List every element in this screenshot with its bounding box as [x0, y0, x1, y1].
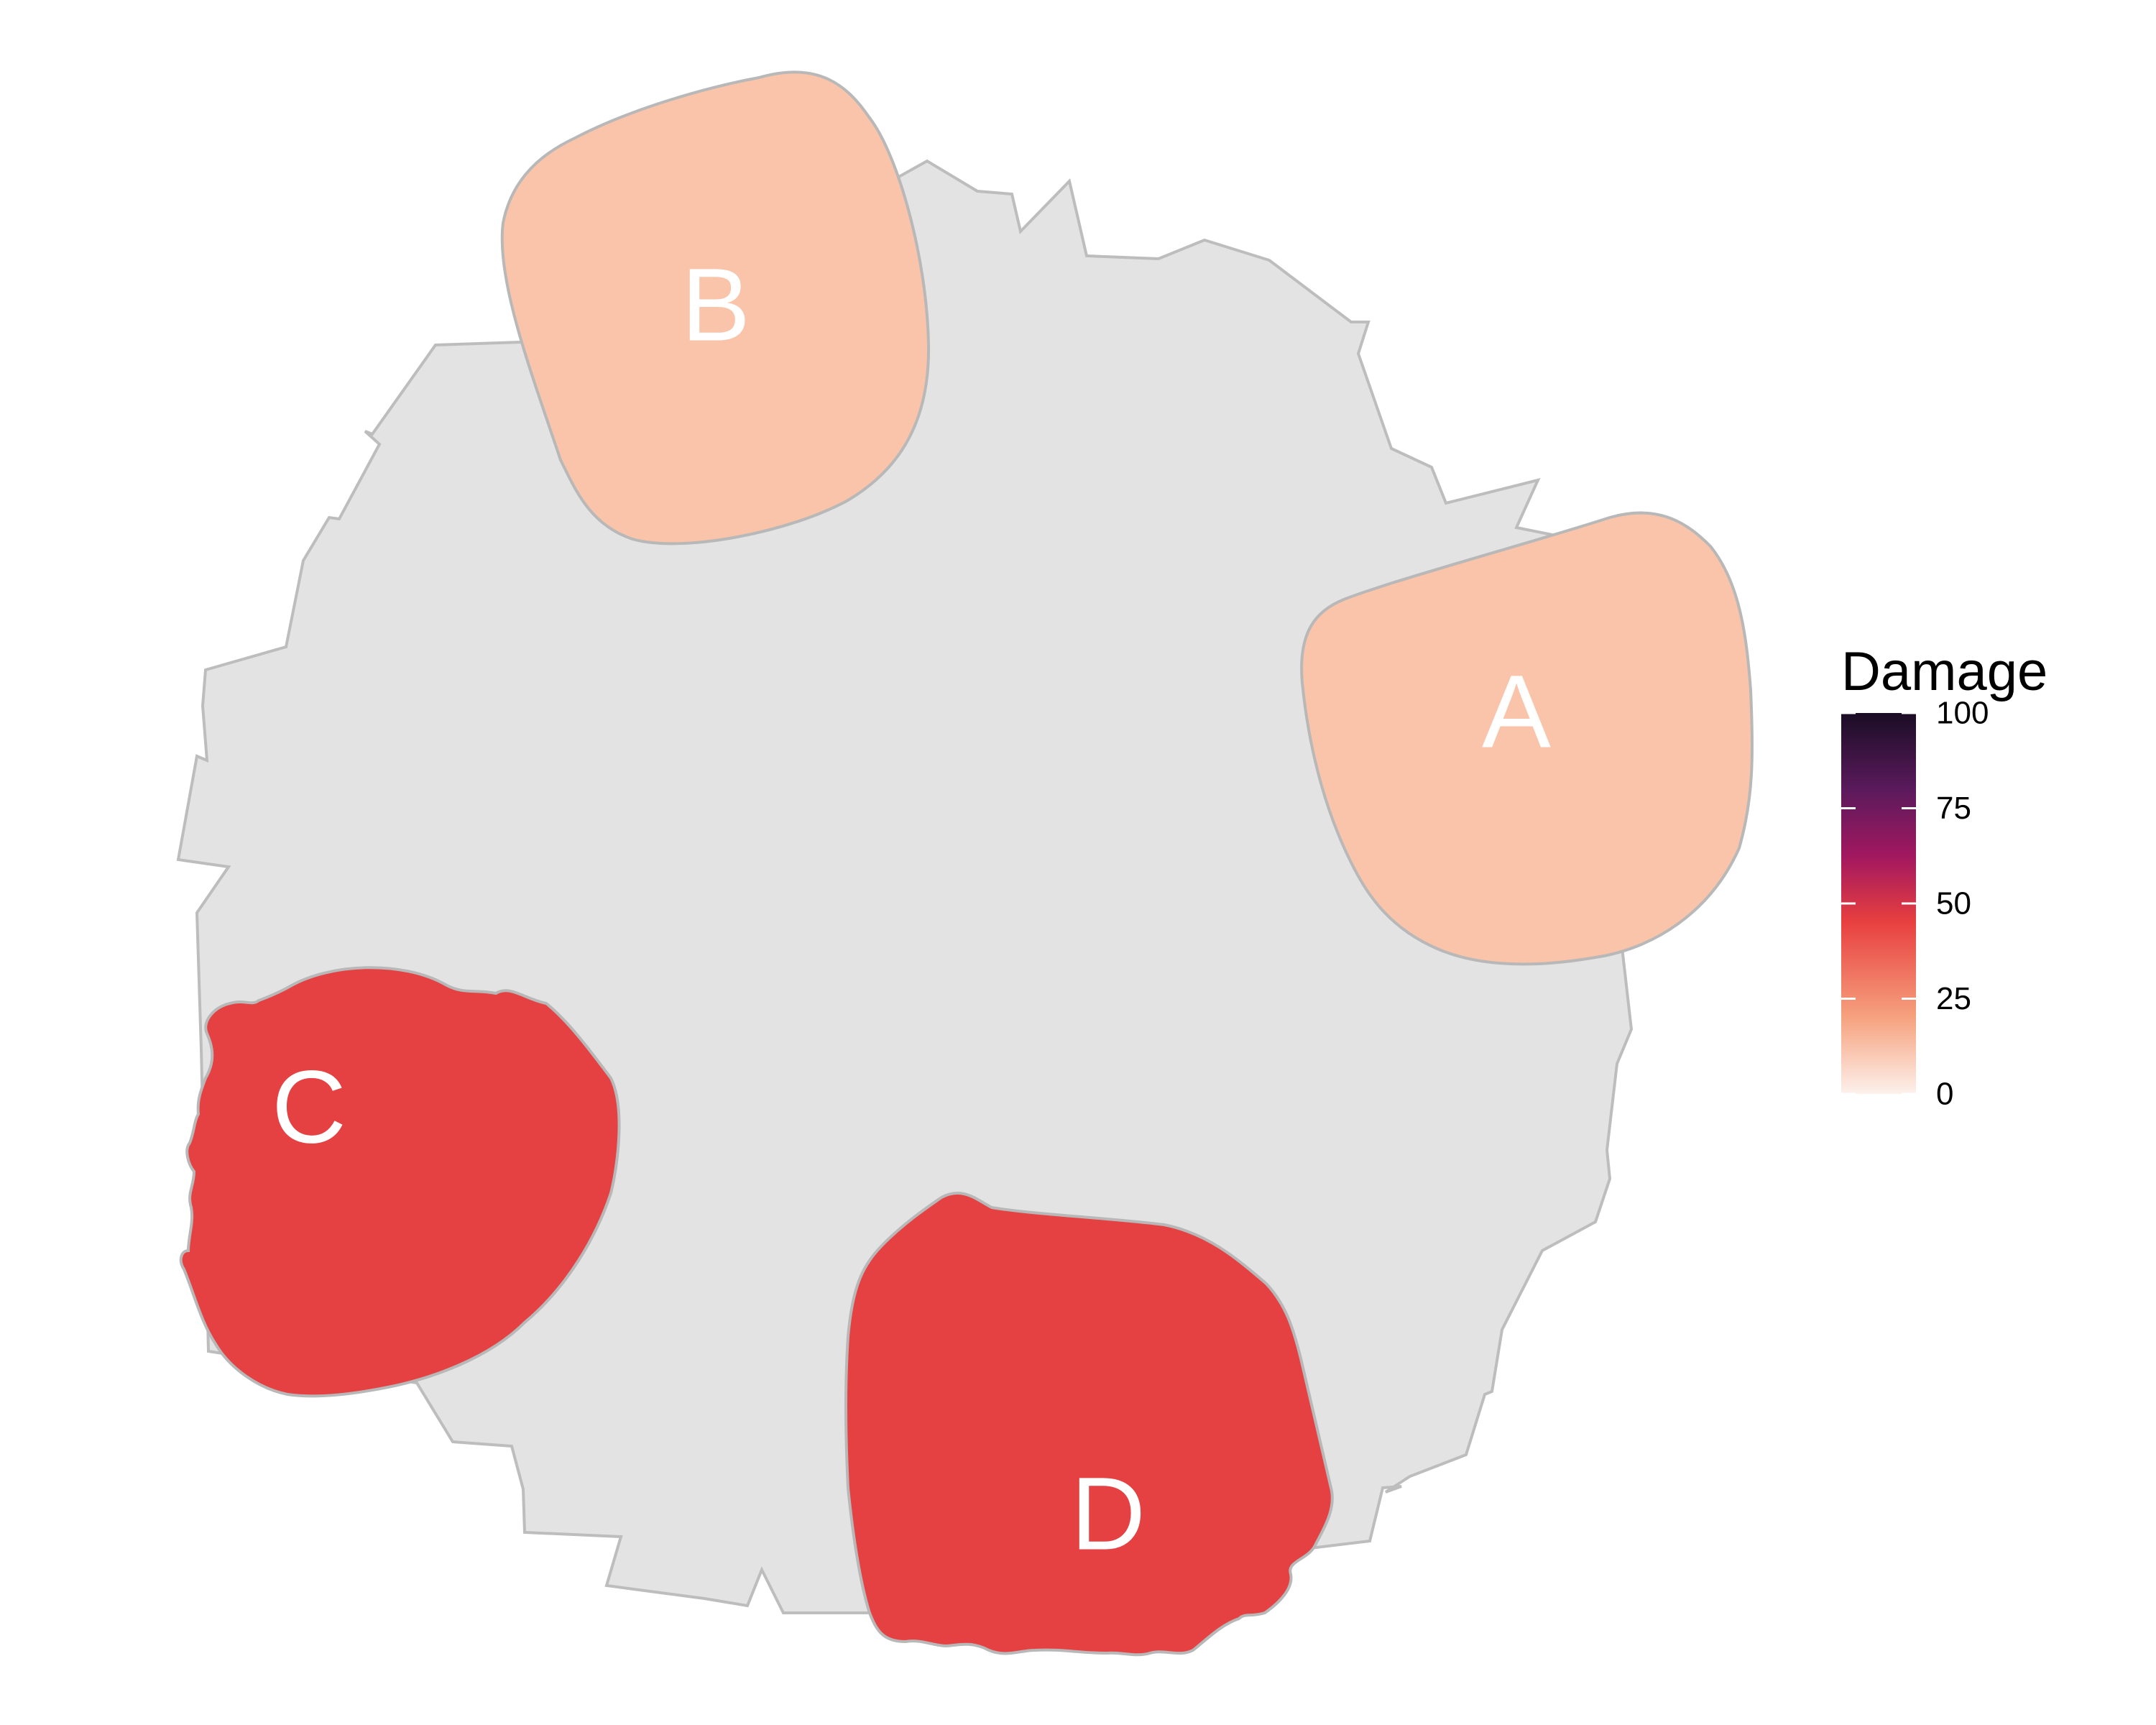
- region-label-c: C: [272, 1049, 346, 1165]
- region-b[interactable]: [500, 70, 931, 546]
- legend-tick-label-4: 100: [1936, 696, 1989, 731]
- region-label-a: A: [1482, 654, 1551, 770]
- legend-tick-label-1: 25: [1936, 981, 1971, 1016]
- region-c[interactable]: [179, 966, 621, 1398]
- legend-title: Damage: [1841, 641, 2047, 702]
- legend-ticks: 0 25 50 75 100: [1841, 696, 1989, 1112]
- region-d[interactable]: [844, 1192, 1334, 1657]
- legend: Damage 0 25 50 75 100: [1841, 641, 2047, 1112]
- region-label-b: B: [681, 247, 750, 363]
- legend-tick-label-2: 50: [1936, 886, 1971, 921]
- region-a[interactable]: [1300, 511, 1754, 966]
- legend-tick-label-3: 75: [1936, 791, 1971, 826]
- region-label-d: D: [1071, 1456, 1146, 1572]
- legend-tick-label-0: 0: [1936, 1077, 1953, 1112]
